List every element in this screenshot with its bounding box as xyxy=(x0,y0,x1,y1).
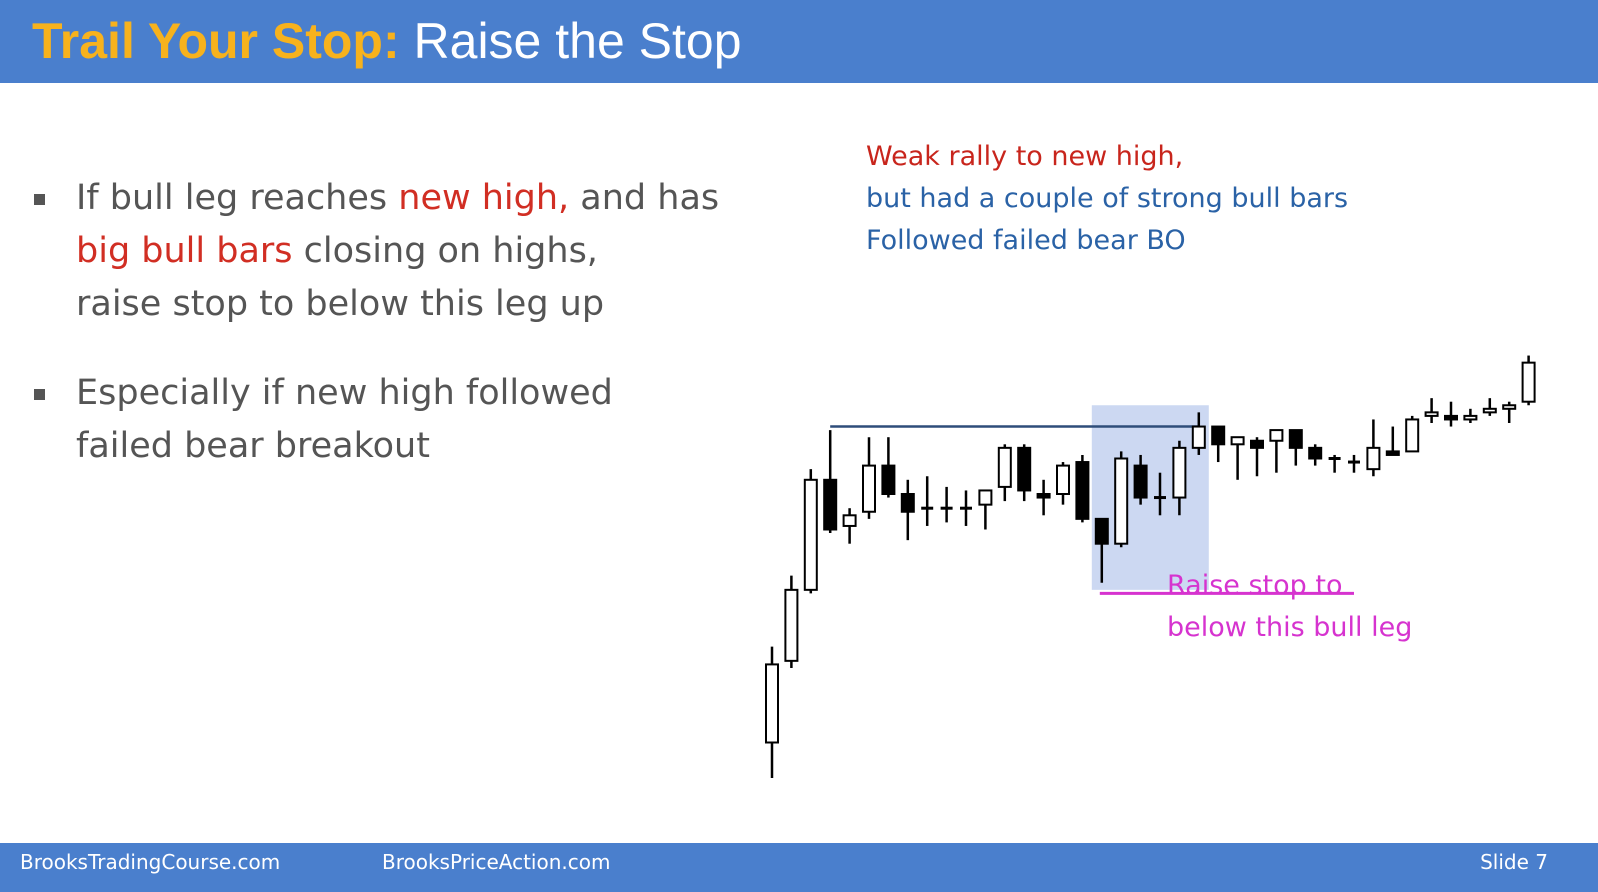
bullet-2: Especially if new high followed failed be… xyxy=(28,367,768,473)
bear-candle xyxy=(1250,439,1264,449)
footer-bar: BrooksTradingCourse.com BrooksPriceActio… xyxy=(0,843,1598,892)
annotation-stop-line-2: below this bull leg xyxy=(1167,612,1413,643)
bear-candle xyxy=(1036,493,1051,499)
bear-candle xyxy=(881,464,896,496)
annotation-stop: Raise stop to below this bull leg xyxy=(1167,565,1412,649)
bear-candle xyxy=(1075,461,1090,520)
bullet-text-segment: closing on highs, xyxy=(292,231,598,271)
bull-candle xyxy=(1191,425,1206,449)
bear-candle xyxy=(900,493,915,513)
bull-candle xyxy=(1463,414,1478,421)
bull-candle xyxy=(842,514,857,527)
bull-candle xyxy=(803,478,818,591)
bull-candle xyxy=(1230,436,1245,446)
bull-candle xyxy=(1366,446,1381,471)
bear-candle xyxy=(1211,425,1226,446)
slide-number: Slide 7 xyxy=(1480,850,1548,874)
bear-candle xyxy=(1017,446,1032,492)
highlight-text: new high, xyxy=(398,178,570,218)
bullet-text-segment: failed bear breakout xyxy=(76,426,430,466)
bull-candle xyxy=(978,489,993,506)
bullet-text-segment: and has xyxy=(569,178,720,218)
bull-candle xyxy=(1172,446,1187,499)
bullet-text-segment: If bull leg reaches xyxy=(76,178,399,218)
annotation-top: Weak rally to new high, but had a couple… xyxy=(866,136,1348,262)
footer-site-2: BrooksPriceAction.com xyxy=(382,850,611,874)
header-bar: Trail Your Stop: Raise the Stop xyxy=(0,0,1598,83)
highlight-text: big bull bars xyxy=(76,231,293,271)
bull-candle xyxy=(784,588,799,662)
annotation-line-2: but had a couple of strong bull bars xyxy=(866,183,1349,214)
title-accent: Trail Your Stop: xyxy=(32,13,400,69)
bull-candle xyxy=(1056,464,1070,496)
highlight-zone xyxy=(1091,405,1209,590)
bullet-list: If bull leg reaches new high, and has big… xyxy=(28,172,768,509)
bullet-marker xyxy=(34,194,45,205)
annotation-line-3: Followed failed bear BO xyxy=(866,225,1186,256)
bear-candle xyxy=(823,478,838,531)
annotation-stop-line-1: Raise stop to xyxy=(1167,570,1343,601)
bull-candle xyxy=(997,446,1012,488)
bull-candle xyxy=(1424,411,1439,417)
slide-title: Trail Your Stop: Raise the Stop xyxy=(32,8,742,74)
title-rest: Raise the Stop xyxy=(399,13,742,69)
annotation-line-1: Weak rally to new high, xyxy=(866,141,1184,172)
bull-candle xyxy=(1521,361,1536,403)
bull-candle xyxy=(1482,407,1497,414)
footer-site-1: BrooksTradingCourse.com xyxy=(20,850,281,874)
bear-candle xyxy=(1288,429,1303,449)
bullet-2-text: Especially if new high followed failed be… xyxy=(76,373,613,466)
bullet-1: If bull leg reaches new high, and has big… xyxy=(28,172,768,331)
bull-candle xyxy=(862,464,876,513)
bear-candle xyxy=(1094,517,1109,545)
bull-candle xyxy=(1405,418,1420,453)
bull-candle xyxy=(1114,457,1129,545)
bullet-1-text: If bull leg reaches new high, and has big… xyxy=(76,178,719,324)
bullet-marker xyxy=(34,389,45,400)
bull-candle xyxy=(765,663,779,744)
bear-candle xyxy=(1308,446,1323,460)
bear-candle xyxy=(1385,450,1400,456)
bullet-text-segment: raise stop to below this leg up xyxy=(76,284,605,324)
bull-candle xyxy=(1269,429,1284,442)
bullet-text-segment: Especially if new high followed xyxy=(76,373,613,413)
bull-candle xyxy=(1502,404,1517,410)
bear-candle xyxy=(1133,464,1148,499)
bear-candle xyxy=(1444,414,1458,421)
